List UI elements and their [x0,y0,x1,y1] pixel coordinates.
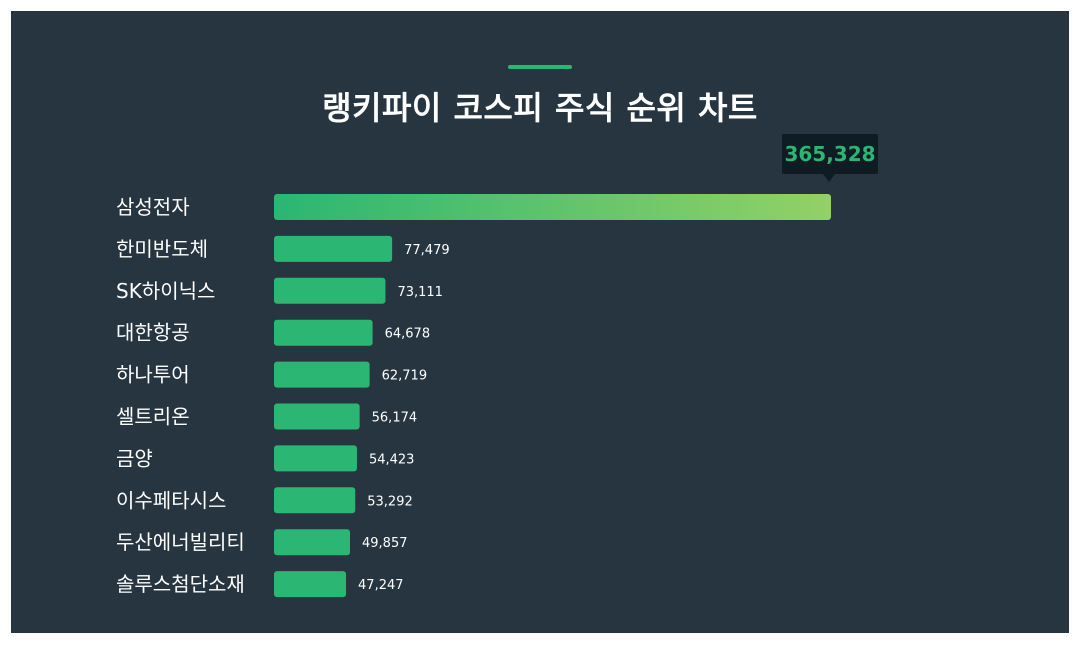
value-label: 56,174 [372,411,418,426]
chart-title: 랭키파이 코스피 주식 순위 차트 [322,89,758,127]
value-label: 54,423 [369,452,415,467]
bar [274,194,831,220]
category-label: 금양 [116,446,153,470]
category-label: 이수페타시스 [116,488,226,512]
bar [274,235,393,262]
value-label: 64,678 [385,327,431,342]
category-label: 두산에너빌리티 [116,530,245,554]
tooltip-pointer [823,174,835,182]
bar [274,277,386,304]
category-label: 한미반도체 [116,237,208,261]
value-label: 365,328 [784,142,875,166]
bar-chart: 삼성전자 365,328 한미반도체 77,479 SK하이닉스 73,111 대한항공 64… [116,134,878,598]
title-accent-line [508,65,572,69]
value-tooltip [782,134,878,174]
bar [274,571,347,598]
value-label: 62,719 [382,369,428,384]
bar [274,319,373,346]
value-label: 77,479 [404,243,450,258]
bar [274,445,357,472]
category-label: SK하이닉스 [116,279,215,303]
bar [274,403,360,430]
bar [274,529,351,556]
value-label: 73,111 [397,285,443,300]
bar [274,361,370,388]
value-label: 49,857 [362,536,408,551]
bar [274,487,356,514]
category-label: 하나투어 [116,363,190,387]
category-label: 삼성전자 [116,195,190,219]
value-label: 47,247 [358,578,404,593]
chart-panel: 랭키파이 코스피 주식 순위 차트 삼성전자 365,328 한미반도체 77,479… [11,11,1069,633]
category-label: 셀트리온 [116,405,190,429]
category-label: 대한항공 [116,321,190,345]
category-label: 솔루스첨단소재 [116,572,245,596]
value-label: 53,292 [367,494,413,509]
